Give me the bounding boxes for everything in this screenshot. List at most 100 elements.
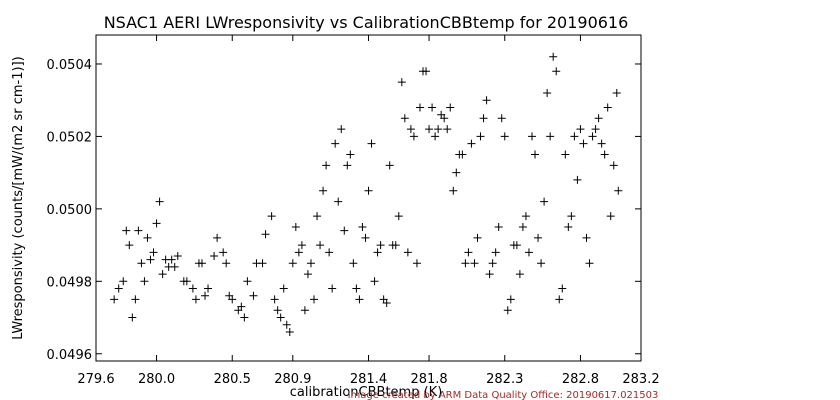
data-point [500, 132, 509, 141]
data-point [179, 277, 188, 286]
data-point [567, 212, 576, 221]
data-point [376, 241, 385, 250]
data-point [328, 284, 337, 293]
data-point [494, 222, 503, 231]
data-point [194, 259, 203, 268]
data-point [506, 295, 515, 304]
data-point [612, 88, 621, 97]
data-point [204, 284, 213, 293]
data-point [419, 67, 427, 76]
data-point [267, 212, 276, 221]
data-point [131, 295, 140, 304]
data-point [585, 259, 594, 268]
y-axis: 0.0496 0.0498 0.0500 0.0502 0.0504 [47, 58, 641, 363]
data-point [412, 259, 421, 268]
data-point [110, 295, 119, 304]
data-point [310, 295, 318, 304]
data-point [270, 295, 279, 304]
data-point [446, 103, 455, 112]
chart-title: NSAC1 AERI LWresponsivity vs Calibration… [104, 13, 629, 32]
data-point [591, 125, 600, 134]
data-point [609, 161, 618, 170]
data-point [306, 259, 315, 268]
data-point [273, 306, 282, 315]
data-point [352, 284, 361, 293]
data-point [313, 212, 322, 221]
data-point [382, 299, 391, 308]
x-tick-label: 280.5 [214, 372, 251, 387]
y-tick-label: 0.0504 [47, 58, 93, 73]
data-point [588, 132, 597, 141]
data-point [343, 161, 352, 170]
x-tick-label: 280.0 [138, 372, 175, 387]
data-point [188, 284, 197, 293]
data-point [261, 230, 270, 239]
data-point [434, 125, 443, 134]
data-point [201, 291, 209, 300]
data-point [540, 197, 549, 206]
data-point [482, 96, 491, 105]
data-point [576, 125, 585, 134]
data-point [524, 248, 533, 257]
data-point [555, 295, 564, 304]
data-point [294, 248, 303, 257]
data-point [473, 233, 482, 242]
data-point [597, 139, 606, 148]
data-point [515, 270, 524, 279]
data-point [234, 306, 243, 315]
data-point [361, 233, 370, 242]
x-tick-label: 283.2 [622, 372, 659, 387]
data-point [443, 125, 452, 134]
data-point [370, 277, 379, 286]
data-point [497, 114, 506, 123]
data-point [340, 226, 349, 235]
x-tick-label: 282.8 [562, 372, 599, 387]
data-point [431, 132, 440, 141]
data-point [582, 233, 591, 242]
data-point [573, 175, 582, 184]
data-point [282, 320, 291, 329]
data-point [285, 328, 294, 337]
data-point [319, 186, 328, 195]
data-point [303, 270, 312, 279]
data-point [300, 306, 309, 315]
image-credit: Image created by ARM Data Quality Office… [348, 390, 659, 400]
data-point [528, 132, 536, 141]
data-point [403, 248, 412, 257]
data-point [518, 222, 527, 231]
data-point [552, 67, 561, 76]
data-point [449, 186, 458, 195]
data-point [170, 262, 179, 271]
data-point [240, 313, 249, 322]
data-point [125, 241, 134, 250]
data-markers [110, 52, 623, 337]
data-point [614, 186, 623, 195]
data-point [297, 241, 306, 250]
data-point [428, 103, 437, 112]
data-point [258, 259, 267, 268]
y-tick-label: 0.0496 [47, 348, 93, 363]
data-point [225, 291, 234, 300]
data-point [337, 125, 346, 134]
data-point [534, 233, 543, 242]
y-tick-label: 0.0500 [47, 203, 93, 218]
x-axis-label: calibrationCBBtemp (K) [290, 385, 443, 400]
data-point [409, 132, 418, 141]
data-point [509, 241, 518, 250]
data-point [137, 259, 146, 268]
data-point [546, 132, 555, 141]
data-point [140, 277, 149, 286]
x-tick-label: 281.4 [350, 372, 387, 387]
data-point [531, 150, 540, 159]
data-point [191, 295, 200, 304]
data-point [322, 161, 331, 170]
x-tick-label: 279.6 [77, 372, 114, 387]
data-point [488, 259, 497, 268]
data-point [155, 197, 164, 206]
data-point [167, 255, 176, 264]
data-point [467, 139, 476, 148]
data-point [579, 139, 588, 148]
data-point [558, 284, 567, 293]
data-point [537, 259, 546, 268]
